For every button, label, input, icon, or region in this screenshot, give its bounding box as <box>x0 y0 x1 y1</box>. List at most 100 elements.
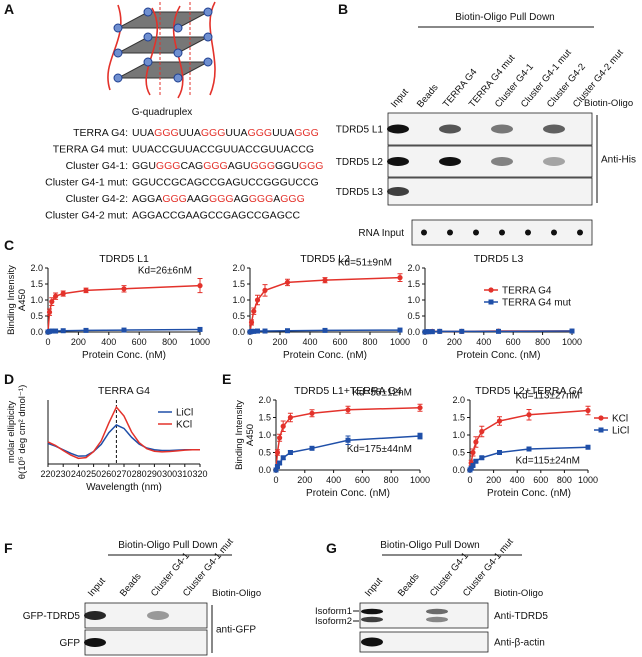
rna-dot <box>473 229 479 236</box>
row-label: Anti-TDRD5 <box>494 611 548 622</box>
blot-box <box>359 631 489 653</box>
row-label: RNA Input <box>358 228 404 239</box>
chart-title: TDRD5 L1 <box>99 253 149 265</box>
data-point <box>496 328 501 334</box>
sequence: UUACCGUUACCGUUACCGUUACCG <box>132 144 314 156</box>
lane-label: Input <box>389 86 411 110</box>
y-axis-label: Binding Intensity <box>6 265 17 335</box>
data-point <box>121 286 127 292</box>
y-tick-label: 2.0 <box>452 395 465 405</box>
x-tick-label: 400 <box>476 337 491 347</box>
chart-title: TDRD5 L3 <box>474 253 524 265</box>
data-point <box>254 297 261 303</box>
y-tick-label: 1.5 <box>30 279 43 289</box>
x-tick-label: 260 <box>101 469 116 479</box>
y-tick-label: 0.5 <box>452 448 465 458</box>
sequence-part: GGG <box>201 127 226 139</box>
lane-label: Beads <box>396 571 422 599</box>
blot-box <box>387 177 593 206</box>
x-tick-label: 310 <box>177 469 192 479</box>
series-line <box>47 405 200 460</box>
data-point <box>473 439 479 445</box>
panel-label: B <box>338 1 348 17</box>
y-tick-label: 1.5 <box>452 413 465 423</box>
y-tick-label: 0.0 <box>452 465 465 475</box>
row-label: TDRD5 L3 <box>336 187 384 198</box>
sequence-part: CAG <box>180 160 203 172</box>
oligo-label: Biotin-Oligo <box>584 98 633 109</box>
data-point <box>49 328 55 334</box>
data-point <box>274 449 281 456</box>
band <box>361 608 383 615</box>
row-label: GFP <box>59 638 80 649</box>
y-tick-label: 1.0 <box>232 295 245 305</box>
band <box>84 638 106 647</box>
chart-title: TDRD5 L2+TERRA G4 <box>475 385 583 397</box>
sequence-part: UUA <box>225 127 247 139</box>
band <box>84 611 106 620</box>
x-tick-label: 0 <box>273 475 278 485</box>
chart-title: TDRD5 L2 <box>300 253 350 265</box>
x-tick-label: 270 <box>116 469 131 479</box>
data-point <box>309 445 315 451</box>
x-axis-label: Protein Conc. (nM) <box>487 488 571 499</box>
data-point <box>345 407 351 413</box>
diagram-caption: G-quadruplex <box>132 107 193 118</box>
data-point <box>285 328 290 334</box>
blot-header: Biotin-Oligo Pull Down <box>118 540 218 551</box>
x-axis-label: Protein Conc. (nM) <box>306 488 390 499</box>
data-point <box>397 327 403 333</box>
x-tick-label: 400 <box>510 475 525 485</box>
oligo-label: Biotin-Oligo <box>494 588 543 599</box>
sequence: UUAGGGUUAGGGUUAGGGUUAGGG <box>132 127 319 139</box>
x-tick-label: 300 <box>162 469 177 479</box>
x-tick-label: 400 <box>101 337 116 347</box>
rna-dot <box>421 229 427 236</box>
x-tick-label: 600 <box>332 337 347 347</box>
y-tick-label: 1.5 <box>232 279 245 289</box>
data-point <box>322 327 328 333</box>
x-axis-label: Protein Conc. (nM) <box>457 350 541 361</box>
annotation: Kd=115±24nM <box>515 455 580 466</box>
chart-title: TDRD5 L1+TERRA G4 <box>294 385 402 397</box>
y-tick-label: 2.0 <box>258 395 271 405</box>
data-point <box>309 410 315 416</box>
y-tick-label: 2.0 <box>232 263 245 273</box>
sequence-name: Cluster G4-2: <box>66 193 128 205</box>
data-point <box>277 435 283 441</box>
data-point <box>274 464 280 469</box>
data-point <box>417 405 423 411</box>
data-point <box>255 328 260 334</box>
sequence-part: UUA <box>272 127 294 139</box>
legend-label: TERRA G4 mut <box>502 298 571 309</box>
data-point <box>277 460 283 466</box>
data-point <box>262 328 268 334</box>
x-tick-label: 800 <box>162 337 177 347</box>
x-tick-label: 600 <box>533 475 548 485</box>
y-tick-label: 2.0 <box>407 263 420 273</box>
data-point <box>479 428 485 435</box>
sequence-part: GGG <box>249 193 274 205</box>
isoform-label: Isoform1 <box>315 606 352 617</box>
legend-marker <box>488 287 494 293</box>
blot-box <box>387 145 593 178</box>
x-tick-label: 290 <box>147 469 162 479</box>
antibody-label: anti-GFP <box>216 625 256 636</box>
y-tick-label: 1.0 <box>258 430 271 440</box>
data-point <box>429 329 435 335</box>
data-point <box>287 414 293 421</box>
y-axis-label: A450 <box>17 289 28 311</box>
rna-dot <box>525 229 531 236</box>
annotation: Kd=113±27nM <box>515 391 580 402</box>
x-tick-label: 220 <box>40 469 55 479</box>
lane-label: Beads <box>415 82 441 110</box>
oligo-label: Biotin-Oligo <box>212 588 261 599</box>
x-tick-label: 200 <box>447 337 462 347</box>
blot-header: Biotin-Oligo Pull Down <box>380 540 480 551</box>
y-tick-label: 0.5 <box>30 311 43 321</box>
y-tick-label: 0.5 <box>407 311 420 321</box>
data-point <box>479 455 485 461</box>
data-point <box>83 287 89 293</box>
rna-dot <box>499 229 505 236</box>
